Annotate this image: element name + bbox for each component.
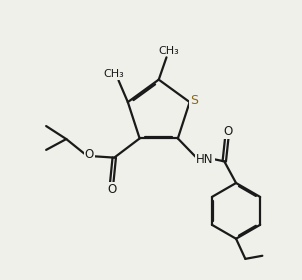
Text: CH₃: CH₃ [104, 69, 124, 79]
Text: O: O [85, 148, 94, 161]
Text: O: O [107, 183, 116, 196]
Text: CH₃: CH₃ [159, 46, 179, 55]
Text: O: O [224, 125, 233, 138]
Text: S: S [190, 94, 198, 107]
Text: HN: HN [196, 153, 214, 166]
